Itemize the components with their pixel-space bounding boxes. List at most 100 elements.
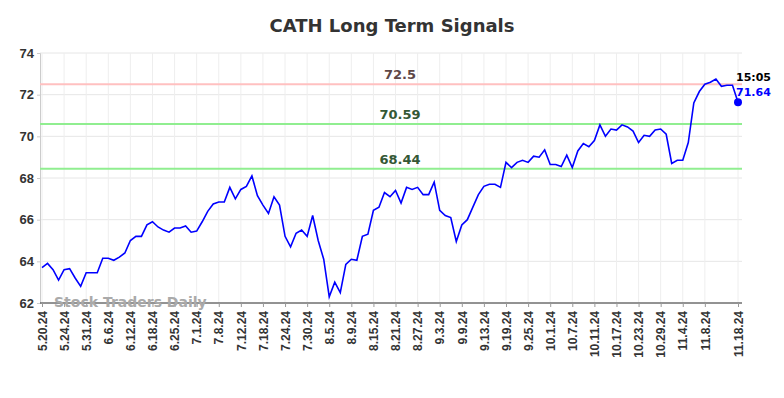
x-tick-mark xyxy=(42,303,43,307)
x-tick: 8.27.24 xyxy=(411,303,425,351)
price-line xyxy=(42,79,738,297)
x-tick-label: 9.9.24 xyxy=(456,311,470,345)
last-point xyxy=(734,98,742,106)
level-label: 68.44 xyxy=(379,152,420,167)
x-tick: 7.12.24 xyxy=(235,303,249,351)
x-tick: 10.17.24 xyxy=(610,303,624,358)
grid-line-x xyxy=(64,53,65,303)
level-label: 70.59 xyxy=(379,107,420,122)
x-tick: 9.13.24 xyxy=(478,303,492,351)
x-tick: 7.30.24 xyxy=(301,303,315,351)
x-tick: 8.15.24 xyxy=(367,303,381,351)
x-tick-label: 10.17.24 xyxy=(610,311,624,358)
grid-line-y xyxy=(40,136,742,137)
x-tick: 5.20.24 xyxy=(36,303,50,351)
x-tick-label: 8.9.24 xyxy=(345,311,359,345)
grid-line-x xyxy=(550,53,551,303)
x-tick-mark xyxy=(550,303,551,307)
x-tick-mark xyxy=(396,303,397,307)
x-tick-mark xyxy=(219,303,220,307)
x-tick: 9.9.24 xyxy=(456,303,470,344)
x-tick-label: 5.20.24 xyxy=(36,311,50,351)
grid-line-x xyxy=(660,53,661,303)
x-tick: 7.24.24 xyxy=(279,303,293,351)
grid-line-x xyxy=(130,53,131,303)
x-tick: 9.25.24 xyxy=(522,303,536,351)
x-tick-mark xyxy=(307,303,308,307)
x-tick: 7.18.24 xyxy=(257,303,271,351)
x-tick-mark xyxy=(738,303,739,307)
x-tick: 9.19.24 xyxy=(500,303,514,351)
y-tick-mark xyxy=(37,95,40,96)
grid-line-x xyxy=(174,53,175,303)
grid-line-x xyxy=(682,53,683,303)
y-tick: 68 xyxy=(20,171,40,186)
x-tick: 11.18.24 xyxy=(732,303,746,357)
grid-line-y xyxy=(40,53,742,54)
grid-line-x xyxy=(240,53,241,303)
x-tick: 5.31.24 xyxy=(80,303,94,351)
x-tick-mark xyxy=(572,303,573,307)
x-tick-label: 9.3.24 xyxy=(433,311,447,345)
x-tick-mark xyxy=(616,303,617,307)
x-tick-mark xyxy=(639,303,640,307)
x-tick-mark xyxy=(506,303,507,307)
y-tick-mark xyxy=(37,303,40,304)
grid-line-x xyxy=(307,53,308,303)
x-tick-label: 7.18.24 xyxy=(257,311,271,351)
x-tick-label: 7.8.24 xyxy=(212,311,226,345)
last-time: 15:05 xyxy=(736,71,771,84)
x-tick-label: 9.19.24 xyxy=(500,311,514,351)
level-line xyxy=(40,123,742,125)
x-tick-label: 8.15.24 xyxy=(367,311,381,351)
grid-line-x xyxy=(616,53,617,303)
x-tick: 10.23.24 xyxy=(632,303,646,358)
x-tick-label: 6.18.24 xyxy=(146,311,160,351)
grid-line-x xyxy=(395,53,396,303)
grid-line-x xyxy=(86,53,87,303)
level-label: 72.5 xyxy=(384,67,416,82)
x-tick: 5.24.24 xyxy=(58,303,72,351)
grid-line-x xyxy=(638,53,639,303)
x-tick-label: 9.13.24 xyxy=(478,311,492,351)
x-tick-label: 10.7.24 xyxy=(566,311,580,351)
x-tick-mark xyxy=(462,303,463,307)
grid-line-x xyxy=(42,53,43,303)
y-tick-mark xyxy=(37,220,40,221)
x-tick: 8.21.24 xyxy=(389,303,403,351)
x-tick: 6.18.24 xyxy=(146,303,160,351)
x-tick-label: 6.12.24 xyxy=(124,311,138,351)
x-tick: 11.8.24 xyxy=(699,303,713,350)
x-tick-label: 7.30.24 xyxy=(301,311,315,351)
x-axis: 5.20.24 5.24.24 5.31.24 6.6.24 6.12.24 6.18.2… xyxy=(36,303,746,358)
y-tick-label: 66 xyxy=(20,212,34,227)
grid-line-x xyxy=(285,53,286,303)
grid-line-x xyxy=(218,53,219,303)
y-tick-mark xyxy=(37,136,40,137)
title: CATH Long Term Signals xyxy=(269,15,514,36)
y-tick-label: 62 xyxy=(20,296,34,311)
x-tick-mark xyxy=(373,303,374,307)
grid-line-x xyxy=(373,53,374,303)
x-tick-mark xyxy=(528,303,529,307)
x-tick: 10.1.24 xyxy=(544,303,558,351)
x-tick: 6.25.24 xyxy=(168,303,182,351)
grid-line-x xyxy=(506,53,507,303)
x-tick-mark xyxy=(329,303,330,307)
chart: CATH Long Term Signals626466687072745.20… xyxy=(0,0,784,398)
y-tick-mark xyxy=(37,261,40,262)
x-tick-label: 8.5.24 xyxy=(323,311,337,345)
x-tick: 11.4.24 xyxy=(676,303,690,350)
grid-line-y xyxy=(40,178,742,179)
grid-line-y xyxy=(40,261,742,262)
x-tick-label: 6.25.24 xyxy=(168,311,182,351)
x-tick-label: 10.11.24 xyxy=(588,311,602,357)
grid-line-x xyxy=(528,53,529,303)
y-tick: 70 xyxy=(20,129,40,144)
y-axis-line xyxy=(37,54,41,304)
grid-line-y xyxy=(40,94,742,95)
x-tick-label: 6.6.24 xyxy=(102,311,116,345)
grid-line-x xyxy=(572,53,573,303)
grid-line-x xyxy=(329,53,330,303)
grid-line-x xyxy=(417,53,418,303)
